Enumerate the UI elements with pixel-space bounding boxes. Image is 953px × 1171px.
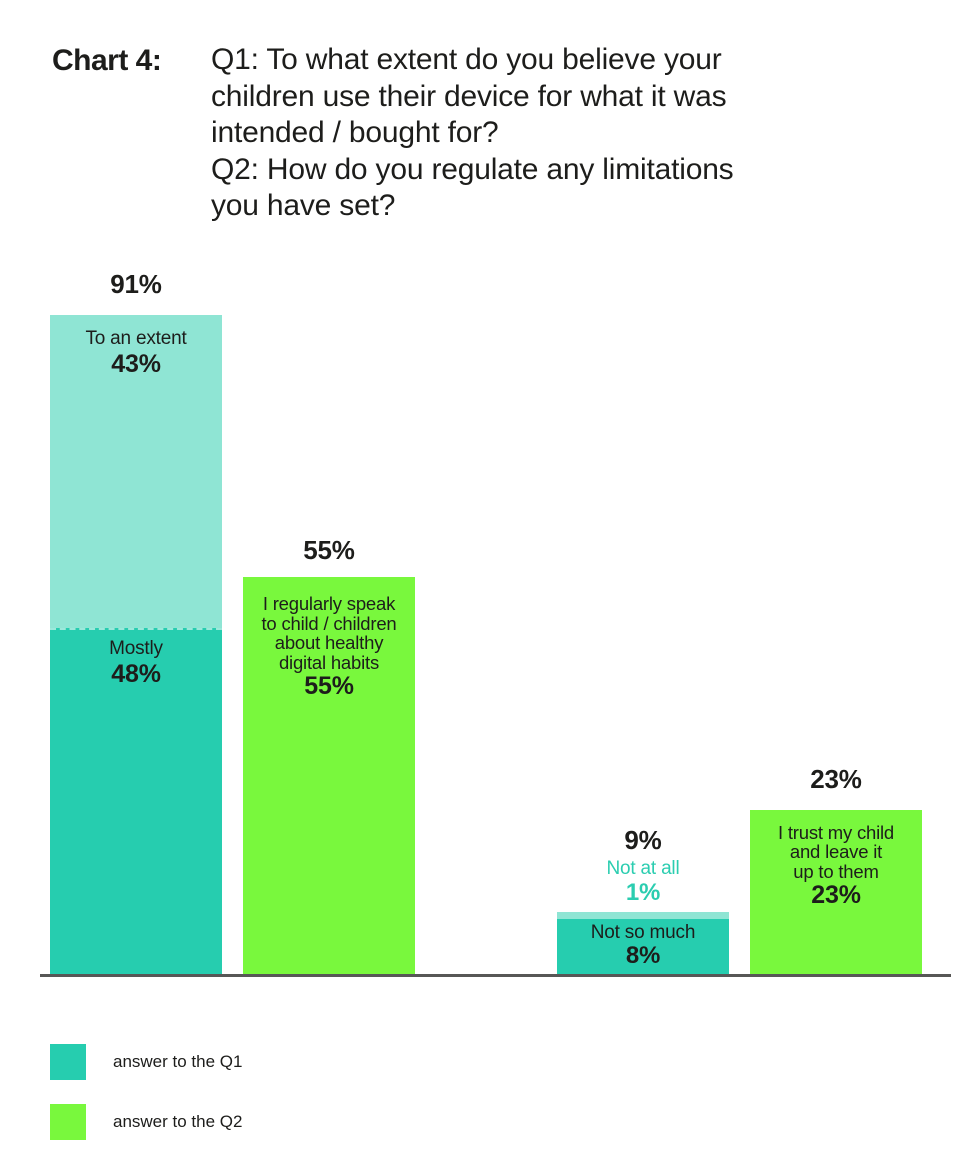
bar-3-dark-label: Not so much	[590, 921, 696, 943]
bar-2-label-line-3: about healthy	[274, 632, 384, 654]
bar-3-dark-value: 8%	[625, 941, 661, 969]
bar-1-dark-value: 48%	[111, 660, 161, 689]
legend-swatch-q2	[50, 1104, 86, 1140]
bar-2-label-line-4: digital habits	[278, 651, 380, 673]
bar-3-segment-not-so-much: Not so much 8%	[557, 918, 729, 977]
bar-4-label-line-3: up to them	[793, 860, 879, 882]
legend-label-q2: answer to the Q2	[113, 1112, 243, 1131]
bar-4-label-line-1: I trust my child	[777, 821, 895, 843]
bar-3-total-label: 9%	[624, 825, 662, 855]
bar-group-2: I regularly speak to child / children ab…	[243, 577, 415, 977]
bar-4-value: 23%	[811, 881, 861, 910]
bar-4-label-line-2: and leave it	[789, 841, 883, 863]
bar-2-value: 55%	[304, 672, 354, 701]
bar-1-light-label: To an extent	[85, 328, 187, 350]
bar-1-total-label: 91%	[110, 269, 162, 299]
bar-2-label-line-1: I regularly speak	[262, 593, 396, 615]
bar-1-segment-mostly: Mostly 48%	[50, 628, 222, 977]
bar-1-segment-to-an-extent: To an extent 43%	[50, 315, 222, 629]
bar-3-not-at-all-value: 1%	[625, 879, 661, 906]
question-line-5: you have set?	[211, 189, 396, 222]
bar-1-light-value: 43%	[111, 350, 161, 379]
question-line-4: Q2: How do you regulate any limitations	[211, 152, 734, 186]
question-text: Q1: To what extent do you believe your c…	[211, 42, 891, 225]
question-line-3: intended / bought for?	[211, 116, 499, 149]
question-line-1: Q1: To what extent do you believe your	[211, 43, 722, 76]
bar-1-dark-label: Mostly	[109, 638, 163, 660]
chart-title-label: Chart 4:	[52, 44, 162, 77]
bar-2-label-line-2: to child / children	[261, 612, 397, 634]
bar-group-3: Not so much 8%	[557, 911, 729, 977]
bar-3-not-at-all-label: Not at all	[606, 858, 680, 879]
bar-3-segment-not-at-all	[557, 911, 729, 919]
question-line-2: children use their device for what it wa…	[211, 79, 727, 113]
bar-group-1: To an extent 43% Mostly 48%	[50, 315, 222, 977]
bar-group-4: I trust my child and leave it up to them…	[750, 809, 922, 977]
bar-2-total-label: 55%	[303, 535, 355, 565]
legend-label-q1: answer to the Q1	[113, 1052, 243, 1071]
bar-4-segment: I trust my child and leave it up to them…	[750, 809, 922, 977]
x-axis-line	[40, 974, 951, 977]
bar-4-total-label: 23%	[810, 764, 862, 794]
legend-swatch-q1	[50, 1044, 86, 1080]
plot-area: 91% 55% 9% 23% Not at all 1% To an exten…	[40, 269, 951, 977]
bar-2-segment: I regularly speak to child / children ab…	[243, 577, 415, 977]
